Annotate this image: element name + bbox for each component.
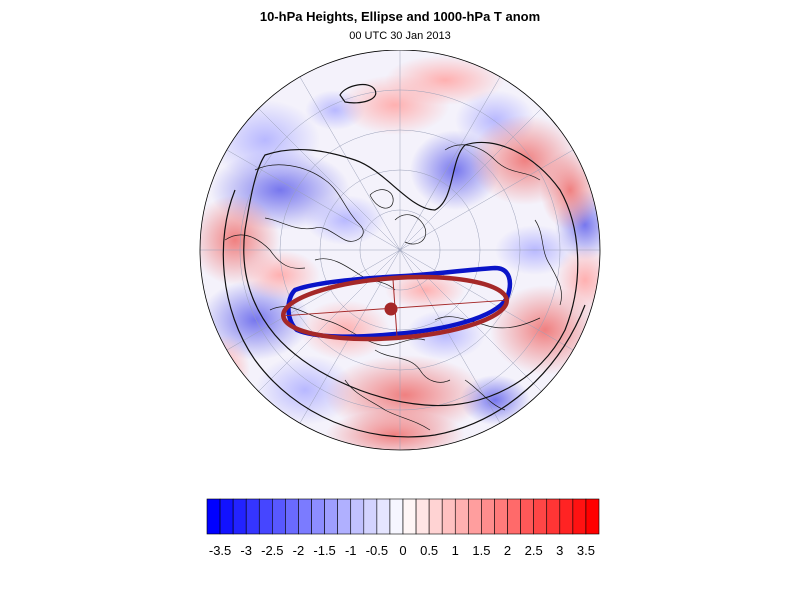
colorbar-box [245, 498, 260, 535]
colorbar-tick-label: 0.5 [420, 543, 439, 558]
colorbar-box [258, 498, 273, 535]
colorbar-box [507, 498, 521, 535]
map-boundary [199, 50, 601, 451]
colorbar-box [520, 498, 534, 535]
height-contours [222, 83, 586, 438]
colorbar-box [441, 498, 456, 535]
colorbar-box [219, 498, 234, 535]
colorbar-box [559, 498, 574, 535]
colorbar-box [572, 498, 587, 535]
colorbar-tick-label: 3.5 [576, 543, 595, 558]
temperature-anomaly-field [200, 50, 600, 450]
colorbar-box [311, 498, 325, 535]
colorbar-box [454, 498, 469, 535]
colorbar-tick-label: -1.5 [313, 543, 336, 558]
colorbar-box [481, 498, 495, 535]
colorbar-tick-label: 1 [451, 543, 459, 558]
colorbar-box [546, 498, 561, 535]
colorbar-box [389, 498, 404, 535]
colorbar-box [585, 498, 600, 535]
colorbar-box [533, 498, 548, 535]
ellipse-center-marker [384, 302, 398, 316]
colorbar-box [415, 498, 430, 535]
colorbar-box [232, 498, 247, 535]
colorbar-box [324, 498, 338, 535]
graticule [200, 50, 600, 450]
colorbar-tick-label: -1 [344, 543, 357, 558]
colorbar-tick-label: -0.5 [365, 543, 389, 558]
colorbar-box [402, 498, 417, 535]
colorbar-box [363, 498, 378, 535]
colorbar-box [272, 498, 286, 535]
chart-title: 10-hPa Heights, Ellipse and 1000-hPa T a… [259, 9, 541, 24]
colorbar-box [285, 498, 299, 535]
colorbar-box [468, 498, 482, 535]
colorbar-box [494, 498, 508, 535]
colorbar [206, 498, 600, 535]
colorbar-box [428, 498, 443, 535]
colorbar-box [206, 498, 221, 535]
colorbar-tick-label: -2.5 [261, 543, 284, 558]
chart-subtitle: 00 UTC 30 Jan 2013 [349, 30, 451, 42]
colorbar-box [337, 498, 352, 535]
colorbar-tick-label: 3 [556, 543, 564, 558]
colorbar-tick-label: -2 [292, 543, 305, 558]
colorbar-tick-label: -3 [240, 543, 252, 558]
colorbar-tick-label: -3.5 [208, 543, 232, 558]
colorbar-box [298, 498, 312, 535]
colorbar-tick-label: 2 [503, 543, 512, 558]
colorbar-tick-label: 0 [399, 543, 407, 558]
colorbar-box [350, 498, 365, 535]
colorbar-tick-label: 2.5 [524, 543, 543, 558]
colorbar-tick-label: 1.5 [472, 543, 491, 558]
polar-map [199, 50, 601, 451]
colorbar-box [376, 498, 391, 535]
